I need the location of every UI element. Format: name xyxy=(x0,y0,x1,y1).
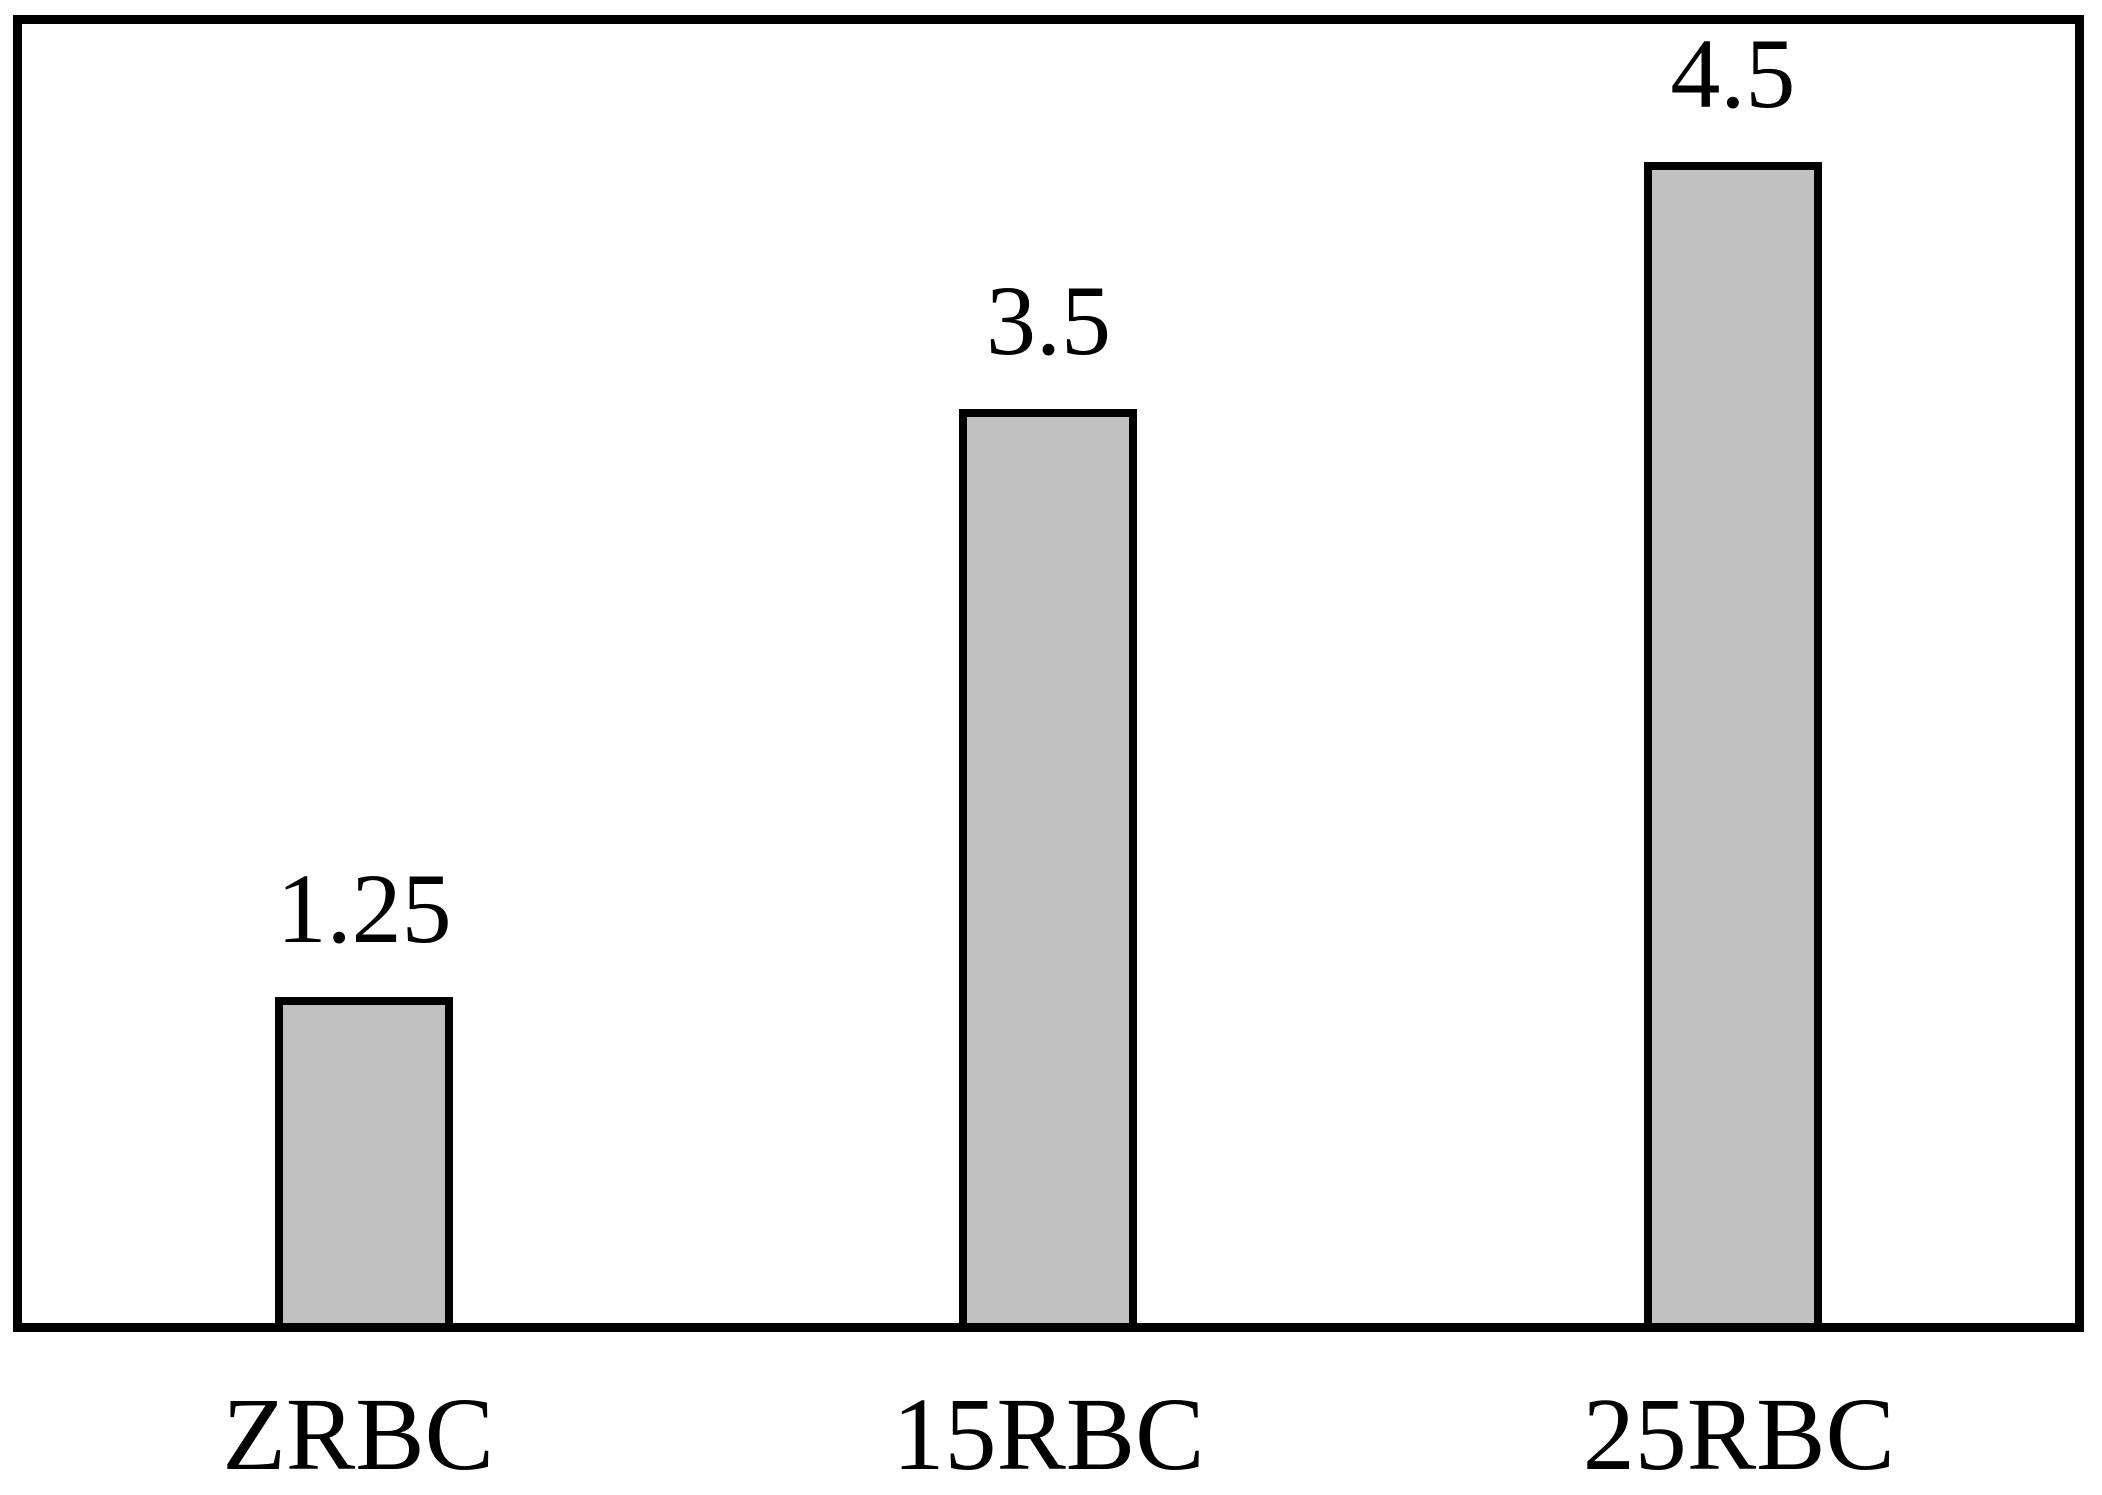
bar-value-label: 3.5 xyxy=(985,265,1111,376)
x-axis-tick-label: 15RBC xyxy=(892,1377,1205,1492)
bar-value-label: 4.5 xyxy=(1670,18,1796,129)
bar-group: 3.5 xyxy=(706,24,1390,1323)
bar-group: 1.25 xyxy=(22,24,706,1323)
bar-value-label: 1.25 xyxy=(276,853,452,964)
x-axis-tick-label: 25RBC xyxy=(1582,1377,1895,1492)
bar-group: 4.5 xyxy=(1391,24,2075,1323)
chart-plot-area: 1.25 3.5 4.5 xyxy=(13,15,2084,1332)
bar xyxy=(959,409,1138,1323)
x-axis-labels: ZRBC 15RBC 25RBC xyxy=(13,1383,2084,1487)
bar xyxy=(275,997,454,1323)
x-axis-tick-label: ZRBC xyxy=(222,1377,494,1492)
bar xyxy=(1643,162,1822,1323)
